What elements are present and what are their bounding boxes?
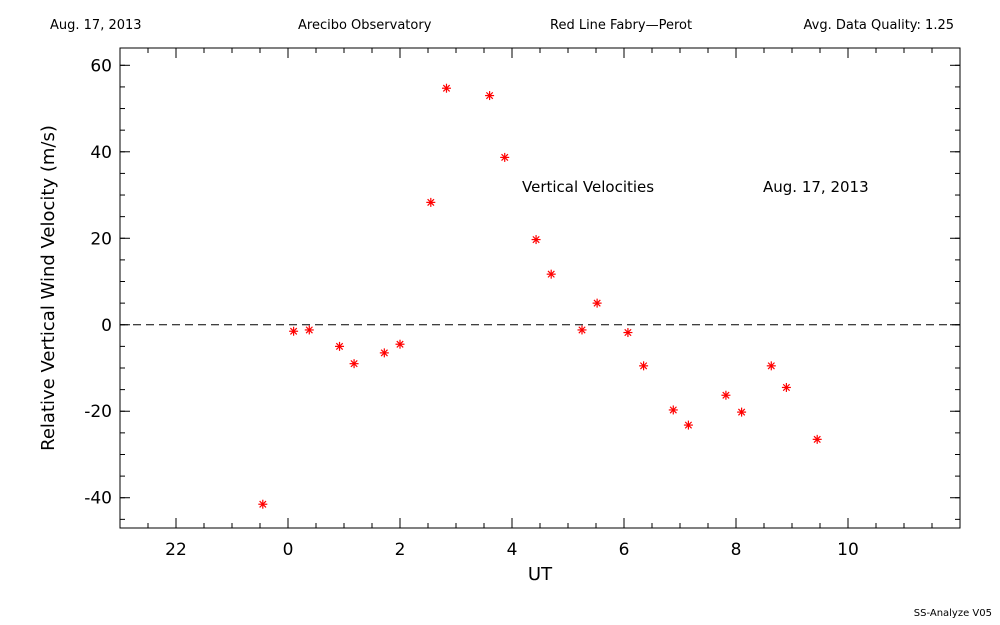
y-tick-label: 0: [101, 316, 112, 336]
data-point: [812, 434, 822, 444]
y-tick-label: -20: [84, 402, 112, 422]
data-point: [737, 407, 747, 417]
header-date: Aug. 17, 2013: [50, 18, 142, 33]
data-point: [395, 339, 405, 349]
data-point: [349, 359, 359, 369]
x-tick-label: 6: [619, 540, 630, 560]
data-point: [766, 361, 776, 371]
header-data-quality: Avg. Data Quality: 1.25: [803, 18, 954, 33]
annotation-title: Vertical Velocities: [522, 178, 654, 196]
y-tick-label: 60: [90, 56, 112, 76]
data-point: [668, 405, 678, 415]
plot-frame: [119, 47, 961, 529]
data-point: [546, 269, 556, 279]
header-instrument: Red Line Fabry—Perot: [550, 18, 693, 33]
data-point: [623, 328, 633, 338]
data-point: [531, 235, 541, 245]
x-axis-label: UT: [528, 564, 553, 585]
data-point: [592, 298, 602, 308]
data-point: [577, 325, 587, 335]
software-version: SS-Analyze V05: [913, 608, 992, 619]
y-tick-label: 40: [90, 143, 112, 163]
data-point: [304, 325, 314, 335]
data-point: [258, 499, 268, 509]
data-point: [683, 420, 693, 430]
y-tick-label: 20: [90, 229, 112, 249]
data-point: [500, 152, 510, 162]
y-axis-label: Relative Vertical Wind Velocity (m/s): [38, 125, 59, 451]
data-point: [639, 361, 649, 371]
data-point: [721, 390, 731, 400]
data-point: [335, 341, 345, 351]
chart-axes: 22 0 2 4 6 8 10 -40 -20 0 20 40 60: [84, 48, 961, 560]
data-points: [258, 83, 822, 509]
x-tick-label: 4: [507, 540, 518, 560]
x-tick-label: 10: [837, 540, 859, 560]
data-point: [289, 326, 299, 336]
x-tick-label: 2: [395, 540, 406, 560]
header-observatory: Arecibo Observatory: [298, 18, 432, 33]
annotation-date: Aug. 17, 2013: [763, 178, 869, 196]
data-point: [781, 382, 791, 392]
data-point: [426, 197, 436, 207]
x-tick-label: 22: [165, 540, 187, 560]
data-point: [441, 83, 451, 93]
y-tick-label: -40: [84, 489, 112, 509]
data-point: [485, 91, 495, 101]
x-tick-label: 0: [283, 540, 294, 560]
data-point: [379, 348, 389, 358]
x-tick-label: 8: [731, 540, 742, 560]
